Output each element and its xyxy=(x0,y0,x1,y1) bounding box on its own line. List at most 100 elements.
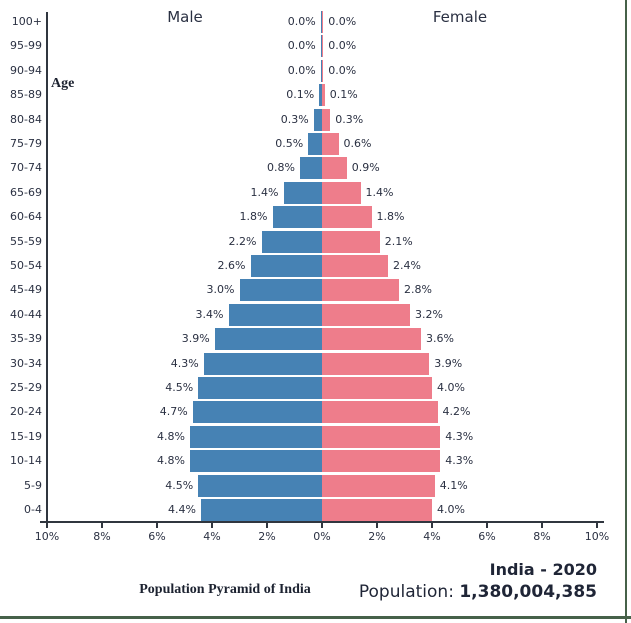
female-bar[interactable] xyxy=(322,279,399,302)
x-axis-tick-mark xyxy=(376,523,378,528)
male-percent-label: 0.0% xyxy=(287,15,316,28)
female-bar[interactable] xyxy=(322,303,410,326)
male-percent-label: 3.0% xyxy=(206,283,235,297)
chart-caption: Population Pyramid of India xyxy=(139,582,311,597)
x-axis-tick-mark xyxy=(321,523,323,528)
female-bar[interactable] xyxy=(322,59,324,82)
x-axis-tick-mark xyxy=(211,523,213,528)
male-percent-label: 4.3% xyxy=(170,356,199,370)
female-bar[interactable] xyxy=(322,450,441,473)
age-group-label: 10-14 xyxy=(10,454,42,468)
x-axis-tick-label: 0% xyxy=(313,530,331,543)
female-bar[interactable] xyxy=(322,133,339,155)
age-group-label: 90-94 xyxy=(10,63,42,77)
x-axis-tick-label: 10% xyxy=(584,530,610,543)
male-bar[interactable] xyxy=(190,425,322,448)
age-group-label: 5-9 xyxy=(24,478,42,492)
male-percent-label: 0.5% xyxy=(275,137,304,150)
male-bar[interactable] xyxy=(190,450,322,473)
male-percent-label: 4.4% xyxy=(168,503,196,516)
population-total: Population: 1,380,004,385 xyxy=(359,582,597,602)
female-percent-label: 2.8% xyxy=(404,283,432,297)
male-bar[interactable] xyxy=(201,499,322,521)
male-column-header: Male xyxy=(167,8,203,26)
x-axis-tick-mark xyxy=(266,523,268,528)
x-axis-tick-label: 2% xyxy=(368,530,386,543)
female-percent-label: 0.9% xyxy=(351,161,380,175)
age-group-label: 25-29 xyxy=(10,381,42,394)
x-axis-tick-label: 4% xyxy=(423,530,441,543)
male-bar[interactable] xyxy=(300,157,322,180)
female-percent-label: 4.3% xyxy=(445,429,474,443)
age-group-label: 20-24 xyxy=(10,405,42,419)
male-bar[interactable] xyxy=(198,474,322,497)
male-bar[interactable] xyxy=(320,35,322,58)
window-border-right xyxy=(625,0,627,623)
x-axis-tick-label: 10% xyxy=(34,530,60,543)
male-bar[interactable] xyxy=(228,303,322,326)
female-percent-label: 4.1% xyxy=(439,478,468,492)
age-group-label: 30-34 xyxy=(10,356,42,370)
male-bar[interactable] xyxy=(308,133,322,155)
male-bar[interactable] xyxy=(320,59,322,82)
female-bar[interactable] xyxy=(322,181,361,204)
female-bar[interactable] xyxy=(322,328,421,351)
age-group-label: 50-54 xyxy=(10,259,42,272)
age-group-label: 35-39 xyxy=(10,332,42,346)
female-bar[interactable] xyxy=(322,474,435,497)
female-column-header: Female xyxy=(432,8,488,26)
age-group-label: 60-64 xyxy=(10,210,42,224)
x-axis-tick-label: 4% xyxy=(203,530,221,543)
female-percent-label: 0.0% xyxy=(328,63,357,77)
female-bar[interactable] xyxy=(322,157,347,180)
male-percent-label: 0.0% xyxy=(287,63,316,77)
male-percent-label: 4.8% xyxy=(157,429,185,443)
x-axis-tick-mark xyxy=(541,523,543,528)
female-percent-label: 2.4% xyxy=(393,259,421,272)
female-bar[interactable] xyxy=(322,401,438,424)
age-axis-label: Age xyxy=(51,76,75,91)
age-group-label: 100+ xyxy=(11,15,42,28)
female-bar[interactable] xyxy=(322,206,372,229)
female-bar[interactable] xyxy=(322,377,432,399)
male-percent-label: 4.8% xyxy=(157,454,185,468)
female-bar[interactable] xyxy=(322,35,324,58)
male-bar[interactable] xyxy=(198,377,322,399)
male-percent-label: 1.8% xyxy=(239,210,268,224)
female-percent-label: 0.0% xyxy=(328,39,357,53)
female-bar[interactable] xyxy=(322,352,430,375)
male-bar[interactable] xyxy=(272,206,322,229)
x-axis-tick-mark xyxy=(431,523,433,528)
male-bar[interactable] xyxy=(313,108,322,131)
male-bar[interactable] xyxy=(320,11,322,33)
female-bar[interactable] xyxy=(322,230,380,253)
male-bar[interactable] xyxy=(319,84,322,107)
female-bar[interactable] xyxy=(322,255,388,277)
female-bar[interactable] xyxy=(322,425,441,448)
age-group-label: 55-59 xyxy=(10,234,42,248)
window-border-bottom xyxy=(0,616,631,619)
population-value: 1,380,004,385 xyxy=(459,582,597,602)
female-bar[interactable] xyxy=(322,108,331,131)
male-percent-label: 0.1% xyxy=(286,88,315,102)
female-bar[interactable] xyxy=(322,499,432,521)
male-bar[interactable] xyxy=(261,230,322,253)
x-axis-tick-label: 2% xyxy=(258,530,276,543)
male-bar[interactable] xyxy=(239,279,322,302)
x-axis-tick-label: 6% xyxy=(478,530,496,543)
x-axis-tick-label: 6% xyxy=(148,530,166,543)
male-bar[interactable] xyxy=(250,255,322,277)
age-group-label: 95-99 xyxy=(10,39,42,53)
male-bar[interactable] xyxy=(203,352,322,375)
female-bar[interactable] xyxy=(322,11,324,33)
x-axis-tick-mark xyxy=(486,523,488,528)
male-percent-label: 4.5% xyxy=(165,381,194,394)
female-percent-label: 0.0% xyxy=(328,15,357,28)
age-group-label: 70-74 xyxy=(10,161,42,175)
female-bar[interactable] xyxy=(322,84,325,107)
male-bar[interactable] xyxy=(214,328,322,351)
male-bar[interactable] xyxy=(192,401,322,424)
male-percent-label: 0.0% xyxy=(287,39,316,53)
male-bar[interactable] xyxy=(283,181,322,204)
